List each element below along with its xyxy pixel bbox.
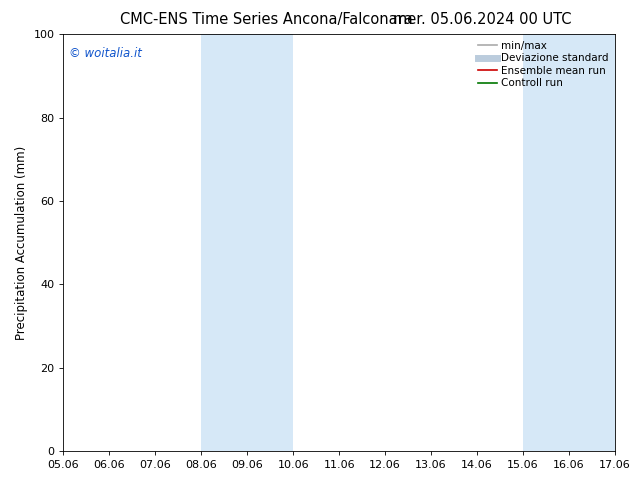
Text: CMC-ENS Time Series Ancona/Falconara: CMC-ENS Time Series Ancona/Falconara (120, 12, 413, 27)
Text: © woitalia.it: © woitalia.it (69, 47, 142, 60)
Bar (523, 34, 615, 451)
Text: mer. 05.06.2024 00 UTC: mer. 05.06.2024 00 UTC (392, 12, 571, 27)
Bar (202, 34, 293, 451)
Y-axis label: Precipitation Accumulation (mm): Precipitation Accumulation (mm) (15, 146, 28, 340)
Legend: min/max, Deviazione standard, Ensemble mean run, Controll run: min/max, Deviazione standard, Ensemble m… (474, 36, 613, 93)
